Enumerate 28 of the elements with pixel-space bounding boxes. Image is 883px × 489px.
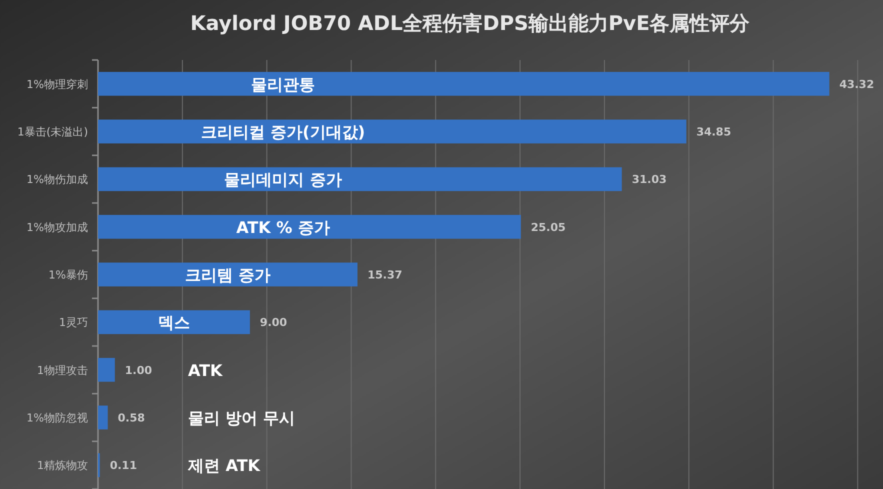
annotation: ATK % 증가 — [236, 218, 330, 237]
data-label: 0.11 — [110, 459, 137, 472]
data-label: 0.58 — [118, 412, 145, 424]
data-label: 1.00 — [124, 364, 152, 377]
data-label: 43.32 — [839, 78, 874, 91]
y-tick-label: 1%物伤加成 — [26, 173, 88, 186]
y-tick-label: 1%物理穿刺 — [26, 78, 88, 91]
y-tick-label: 1%物攻加成 — [26, 220, 88, 234]
annotation: 제련 ATK — [187, 456, 261, 476]
data-label: 9.00 — [260, 316, 288, 330]
annotation: 크리템 증가 — [184, 266, 271, 284]
y-tick-label: 1%物防忽视 — [26, 412, 88, 424]
y-tick-label: 1暴击(未溢出) — [17, 126, 88, 138]
y-tick-label: 1%暴伤 — [48, 268, 88, 282]
annotation: 크리티컬 증가(기대값) — [200, 122, 366, 142]
data-label: 34.85 — [696, 126, 732, 138]
annotation: ATK — [188, 360, 224, 380]
y-tick-label: 1物理攻击 — [37, 364, 88, 377]
data-label: 15.37 — [367, 268, 402, 282]
annotation: 물리데미지 증가 — [224, 170, 342, 190]
annotation: 물리관통 — [251, 74, 315, 94]
annotation: 물리 방어 무시 — [188, 408, 296, 428]
data-label: 25.05 — [530, 220, 566, 234]
y-tick-label: 1灵巧 — [59, 316, 88, 330]
chart-title: Kaylord JOB70 ADL全程伤害DPS输出能力PvE各属性评分 — [190, 11, 751, 35]
y-tick-label: 1精炼物攻 — [37, 459, 88, 472]
annotation: 덱스 — [158, 313, 190, 332]
data-label: 31.03 — [632, 173, 667, 186]
